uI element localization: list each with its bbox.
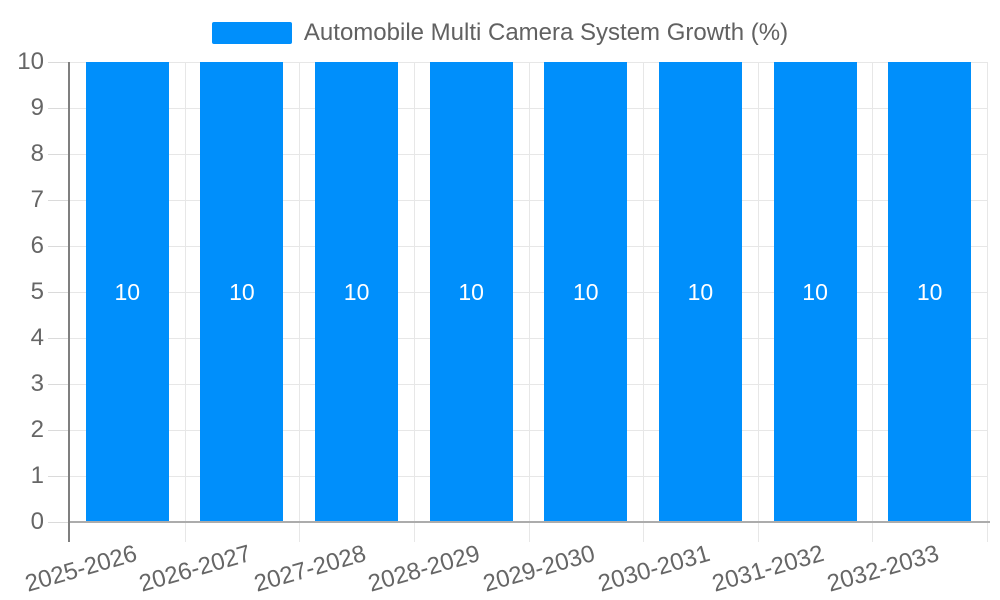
bar-value-label: 10 — [114, 278, 141, 305]
y-tick — [48, 292, 70, 293]
y-tick — [48, 476, 70, 477]
y-gridline — [70, 430, 987, 431]
y-tick — [48, 62, 70, 63]
y-gridline — [70, 338, 987, 339]
y-gridline — [70, 246, 987, 247]
y-tick — [48, 108, 70, 109]
y-axis-label: 10 — [17, 48, 44, 75]
y-gridline — [70, 476, 987, 477]
bar[interactable]: 10 — [85, 62, 169, 522]
bar-value-label: 10 — [343, 278, 370, 305]
x-gridline — [872, 62, 873, 542]
x-gridline — [987, 62, 988, 542]
bar-value-label: 10 — [687, 278, 714, 305]
y-axis-label: 8 — [30, 140, 44, 167]
y-gridline — [70, 292, 987, 293]
y-axis-line — [68, 62, 70, 542]
bar-value-label: 10 — [229, 278, 255, 305]
y-axis-label: 9 — [30, 94, 44, 121]
y-axis-label: 1 — [30, 462, 44, 489]
bar[interactable]: 10 — [658, 62, 742, 522]
legend-marker — [211, 22, 292, 44]
y-tick — [48, 384, 70, 385]
y-tick — [48, 246, 70, 247]
x-gridline — [185, 62, 186, 542]
x-gridline — [758, 62, 759, 542]
y-tick — [48, 154, 70, 155]
y-gridline — [70, 384, 987, 385]
y-tick — [48, 338, 70, 339]
bar-value-label: 10 — [916, 278, 943, 305]
x-gridline — [529, 62, 530, 542]
x-gridline — [414, 62, 415, 542]
y-axis-label: 2 — [30, 416, 44, 443]
y-tick — [48, 200, 70, 201]
bar-value-label: 10 — [573, 278, 599, 305]
x-axis-label: 2030-2031 — [594, 540, 713, 598]
bar-value-label: 10 — [458, 278, 484, 305]
x-axis-label: 2025-2026 — [21, 540, 140, 598]
bar[interactable]: 10 — [544, 62, 628, 522]
y-axis-label: 5 — [30, 278, 44, 305]
y-tick — [48, 430, 70, 431]
bar[interactable]: 10 — [888, 62, 972, 522]
x-axis-line — [70, 521, 990, 523]
bar[interactable]: 10 — [315, 62, 399, 522]
y-gridline — [70, 154, 987, 155]
x-axis-label: 2027-2028 — [250, 540, 369, 598]
bar[interactable]: 10 — [429, 62, 513, 522]
y-axis-label: 3 — [30, 370, 44, 397]
y-axis-label: 0 — [30, 508, 44, 535]
y-axis-label: 7 — [30, 186, 44, 213]
y-gridline — [70, 108, 987, 109]
y-gridline — [70, 200, 987, 201]
x-axis-label: 2032-2033 — [824, 540, 942, 598]
x-gridline — [643, 62, 644, 542]
x-axis-label: 2026-2027 — [136, 540, 255, 598]
x-axis-label: 2029-2030 — [480, 540, 598, 598]
y-axis-label: 6 — [30, 232, 44, 259]
x-axis-label: 2028-2029 — [365, 540, 484, 598]
bar[interactable]: 10 — [773, 62, 857, 522]
y-axis-label: 4 — [30, 324, 44, 351]
legend-label: Automobile Multi Camera System Growth (%… — [303, 19, 789, 46]
chart-legend[interactable]: Automobile Multi Camera System Growth (%… — [0, 20, 1000, 46]
x-gridline — [299, 62, 300, 542]
x-axis-label: 2031-2032 — [709, 540, 828, 598]
y-tick — [48, 522, 70, 523]
y-gridline — [70, 62, 987, 63]
bar[interactable]: 10 — [200, 62, 284, 522]
bar-value-label: 10 — [802, 278, 828, 305]
